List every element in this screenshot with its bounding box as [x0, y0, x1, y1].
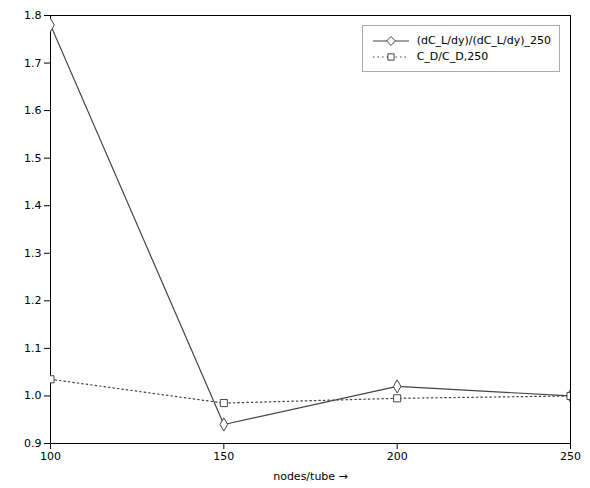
svg-text:200: 200: [387, 450, 408, 463]
svg-text:1.5: 1.5: [24, 152, 42, 165]
svg-text:nodes/tube →: nodes/tube →: [273, 470, 348, 483]
svg-text:1.0: 1.0: [24, 389, 42, 402]
svg-text:1.4: 1.4: [24, 199, 42, 212]
svg-text:250: 250: [560, 450, 581, 463]
html-text:(dC_L/dy)/(dC_L/dy)_250: (dC_L/dy)/(dC_L/dy)_250: [416, 34, 551, 47]
svg-text:1.7: 1.7: [24, 57, 42, 70]
svg-text:0.9: 0.9: [24, 437, 42, 450]
svg-text:1.8: 1.8: [24, 9, 42, 22]
html-text:C_D/C_D,250: C_D/C_D,250: [416, 50, 489, 63]
svg-text:1.2: 1.2: [24, 294, 42, 307]
svg-text:1.3: 1.3: [24, 247, 42, 260]
svg-text:100: 100: [40, 450, 61, 463]
svg-text:1.1: 1.1: [24, 342, 42, 355]
svg-text:1.6: 1.6: [24, 104, 42, 117]
svg-text:150: 150: [213, 450, 234, 463]
